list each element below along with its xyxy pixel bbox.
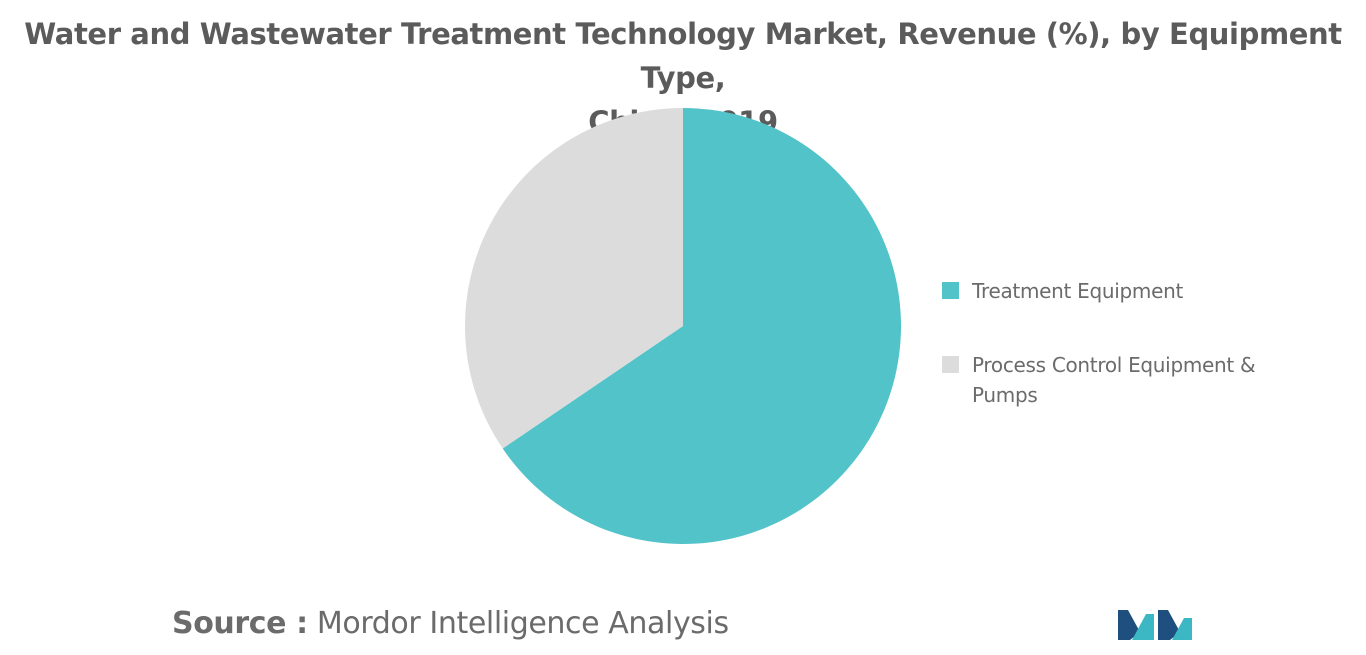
source-text: Mordor Intelligence Analysis xyxy=(316,606,729,641)
legend-item-treatment-equipment: Treatment Equipment xyxy=(942,276,1342,306)
legend-swatch-process-control-equipment-pumps xyxy=(942,356,959,373)
legend-label-treatment-equipment: Treatment Equipment xyxy=(972,279,1183,303)
pie-slices xyxy=(465,108,902,544)
legend-item-process-control-equipment-pumps: Process Control Equipment & Pumps xyxy=(942,350,1342,410)
logo-shape-right-left xyxy=(1158,610,1180,640)
chart-title: Water and Wastewater Treatment Technolog… xyxy=(0,12,1366,144)
source-label: Source : xyxy=(172,606,308,641)
chart-title-line-1: Water and Wastewater Treatment Technolog… xyxy=(24,17,1342,95)
source-note: Source : Mordor Intelligence Analysis xyxy=(172,606,729,641)
logo-shape-left xyxy=(1118,610,1140,640)
pie-slice-treatment-equipment xyxy=(502,108,902,544)
pie-slice-process-control-equipment-pumps xyxy=(465,108,683,449)
logo-shape-right xyxy=(1172,618,1192,640)
mordor-intelligence-logo-icon xyxy=(1118,610,1192,640)
chart-legend: Treatment Equipment Process Control Equi… xyxy=(942,276,1342,454)
legend-swatch-treatment-equipment xyxy=(942,282,959,299)
legend-label-process-control-equipment-pumps: Process Control Equipment & Pumps xyxy=(972,353,1256,407)
logo-shape-middle xyxy=(1132,614,1154,640)
